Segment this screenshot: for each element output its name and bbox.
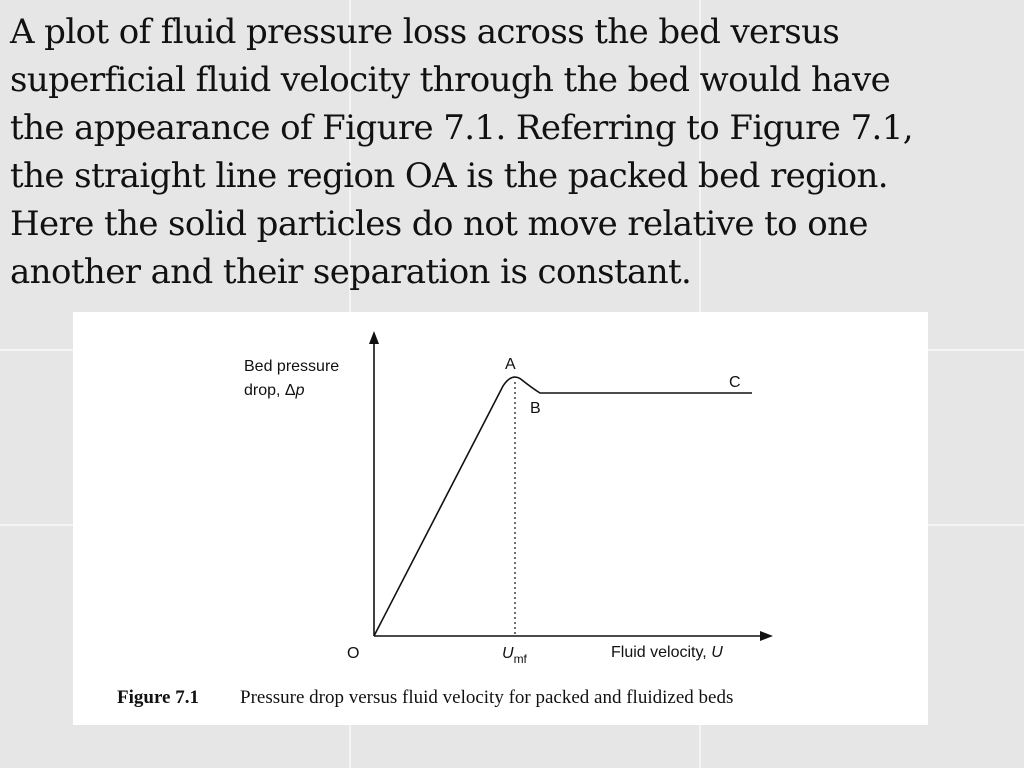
text-line: A plot of fluid pressure loss across the…: [10, 12, 840, 52]
y-label: Bed pressure: [244, 358, 339, 375]
text-line: superficial fluid velocity through the b…: [10, 60, 891, 100]
text-line: the appearance of Figure 7.1. Referring …: [10, 108, 914, 148]
point-label: A: [505, 356, 516, 373]
marker-label: Umf: [502, 645, 528, 666]
figure-background: [73, 312, 928, 725]
point-label: O: [347, 645, 359, 662]
marker-subscript: mf: [514, 652, 528, 666]
text-line: Here the solid particles do not move rel…: [10, 204, 869, 244]
paragraph: A plot of fluid pressure loss across the…: [10, 8, 914, 296]
x-label: Fluid velocity, U: [611, 644, 723, 661]
point-label: C: [729, 374, 741, 391]
text-line: the straight line region OA is the packe…: [10, 156, 889, 196]
y-label: drop, Δp: [244, 382, 305, 399]
marker-symbol: U: [502, 645, 514, 662]
caption-text: Pressure drop versus fluid velocity for …: [240, 687, 733, 708]
x-label-text: Fluid velocity,: [611, 644, 711, 661]
point-label: B: [530, 400, 541, 417]
arrow-head: [369, 331, 379, 344]
x-label-variable: U: [711, 644, 723, 661]
caption-number: Figure 7.1: [117, 687, 199, 708]
y-label-variable: p: [295, 382, 305, 399]
curve: [373, 376, 752, 637]
y-label-text: drop, Δ: [244, 382, 296, 399]
text-line: another and their separation is constant…: [10, 252, 692, 292]
arrow-head: [760, 631, 773, 641]
figure: Bed pressure drop, Δp A B C O Umf Fluid …: [73, 312, 928, 725]
